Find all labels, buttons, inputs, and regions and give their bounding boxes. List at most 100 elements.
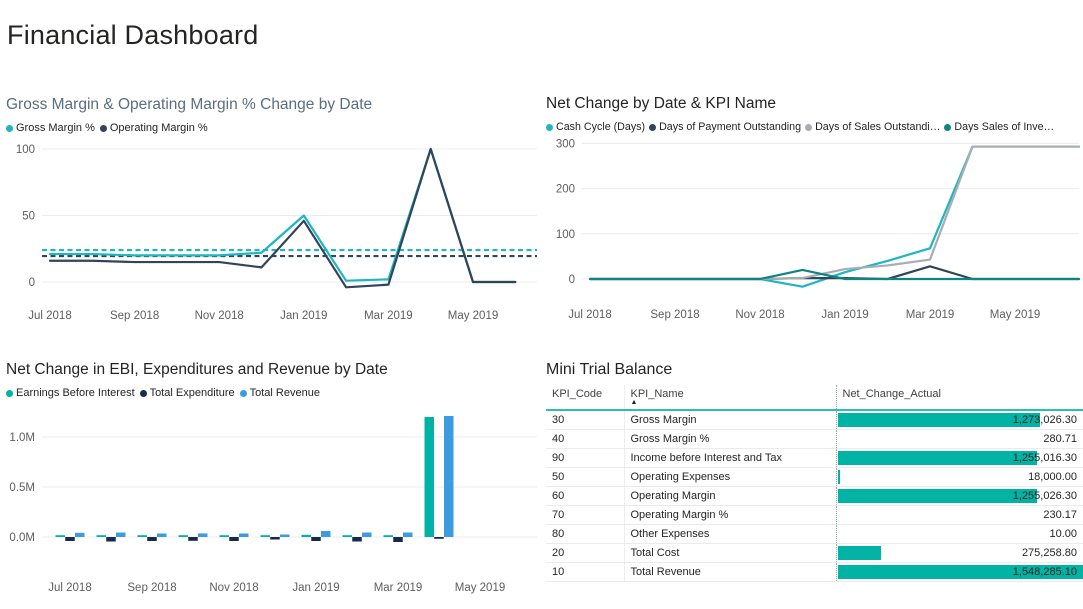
- data-bar: [837, 413, 1041, 427]
- bar-earnings-before-interest-7: [342, 535, 352, 537]
- cell-value-text: 18,000.00: [1028, 471, 1077, 483]
- y-tick: 50: [22, 211, 35, 223]
- legend-item-earnings-before-interest[interactable]: Earnings Before Interest: [6, 387, 135, 399]
- table-row[interactable]: 40 Gross Margin % 280.71: [546, 429, 1083, 449]
- margin-line-chart[interactable]: 0 50 100 Jul 2018 Sep 2018 Nov 2018 Jan 2019 Ma…: [6, 136, 541, 326]
- column-header-net-change-actual[interactable]: Net_Change_Actual: [835, 385, 1083, 410]
- data-bar: [837, 470, 841, 484]
- cell-kpi-name: Gross Margin: [623, 410, 836, 430]
- bar-total-expenditure-2: [147, 537, 157, 541]
- legend-dot: [805, 123, 813, 131]
- column-header-kpi-code[interactable]: KPI_Code: [546, 385, 624, 410]
- y-tick: 0: [569, 274, 575, 286]
- bar-total-revenue-7: [362, 532, 372, 537]
- trial-balance-table: KPI_Code KPI_Name ▲ Net_Change_Actual 30…: [546, 385, 1083, 582]
- legend-item-cash-cycle-days[interactable]: Cash Cycle (Days): [546, 121, 645, 133]
- series-bars-total-expenditure[interactable]: [65, 537, 444, 542]
- cell-value-text: 10.00: [1049, 528, 1077, 540]
- bar-total-expenditure-7: [352, 537, 362, 542]
- legend-item-total-expenditure[interactable]: Total Expenditure: [139, 387, 235, 399]
- series-line-days-sales-of-inve[interactable]: [588, 268, 1081, 281]
- gridlines: [42, 148, 537, 283]
- series-bars-total-revenue[interactable]: [75, 416, 454, 537]
- series-line-operating-margin[interactable]: [48, 147, 517, 289]
- table-row[interactable]: 70 Operating Margin % 230.17: [546, 505, 1083, 525]
- legend-item-days-of-sales-outstandi[interactable]: Days of Sales Outstandi…: [805, 121, 940, 133]
- bar-earnings-before-interest-3: [178, 535, 188, 537]
- legend-item-days-of-payment-outstanding[interactable]: Days of Payment Outstanding: [649, 121, 801, 133]
- legend-item-operating-margin[interactable]: Operating Margin %: [99, 122, 208, 134]
- legend-label: Operating Margin %: [109, 122, 208, 134]
- x-tick: Jan 2019: [280, 310, 327, 322]
- bar-total-expenditure-9: [434, 537, 444, 539]
- cell-net-change-actual: 280.71: [835, 429, 1083, 449]
- panel-ebi-bar-chart: Net Change in EBI, Expenditures and Reve…: [6, 361, 541, 599]
- bar-total-revenue-2: [157, 533, 167, 537]
- table-row[interactable]: 90 Income before Interest and Tax 1,255,01…: [546, 448, 1083, 468]
- legend-label: Cash Cycle (Days): [556, 121, 646, 133]
- table-row[interactable]: 80 Other Expenses 10.00: [546, 524, 1083, 544]
- legend-label: Days Sales of Inve…: [954, 121, 1055, 133]
- gridlines: [582, 142, 1079, 280]
- panel-margin-line-chart: Gross Margin & Operating Margin % Change…: [6, 96, 541, 326]
- cell-net-change-actual: 10.00: [835, 524, 1083, 544]
- bar-total-expenditure-6: [311, 537, 321, 541]
- bar-earnings-before-interest-0: [55, 535, 65, 537]
- y-tick: 100: [556, 229, 575, 241]
- bar-earnings-before-interest-4: [219, 535, 229, 537]
- cell-value-text: 275,258.80: [1021, 547, 1077, 559]
- x-tick: Mar 2019: [906, 309, 955, 321]
- table-row[interactable]: 10 Total Revenue 1,548,285.10: [546, 562, 1083, 582]
- table-row[interactable]: 50 Operating Expenses 18,000.00: [546, 467, 1083, 487]
- x-tick: Sep 2018: [650, 309, 699, 321]
- legend-item-gross-margin[interactable]: Gross Margin %: [6, 122, 95, 134]
- cell-value-text: 1,273,026.30: [1012, 414, 1077, 426]
- series-line-days-of-sales-outstandi[interactable]: [588, 145, 1081, 281]
- table-title: Mini Trial Balance: [546, 361, 673, 378]
- x-tick: Jan 2019: [821, 309, 868, 321]
- legend-dot: [546, 123, 553, 131]
- cell-net-change-actual: 230.17: [835, 505, 1083, 525]
- cell-kpi-name: Gross Margin %: [623, 429, 836, 449]
- x-tick: May 2019: [448, 310, 499, 322]
- table-row[interactable]: 30 Gross Margin 1,273,026.30: [546, 410, 1083, 430]
- cell-kpi-code: 30: [546, 410, 624, 430]
- column-header-label: KPI_Code: [552, 388, 603, 400]
- y-tick: 0: [29, 277, 35, 289]
- cell-value-text: 1,548,285.10: [1012, 566, 1077, 578]
- series-line-cash-cycle-days[interactable]: [588, 145, 1081, 288]
- x-tick: May 2019: [990, 309, 1041, 321]
- column-header-kpi-name[interactable]: KPI_Name ▲: [623, 385, 836, 410]
- legend-item-total-revenue[interactable]: Total Revenue: [239, 387, 320, 399]
- legend-dot: [6, 389, 13, 397]
- table-header-row: KPI_Code KPI_Name ▲ Net_Change_Actual: [546, 385, 1083, 410]
- cell-net-change-actual: 1,273,026.30: [835, 410, 1083, 430]
- x-tick: Mar 2019: [374, 582, 423, 594]
- cell-kpi-name: Total Revenue: [623, 562, 836, 582]
- kpi-line-chart[interactable]: 0 100 200 300 Jul 2018 Sep 2018 Nov 2018 Jan 20…: [546, 135, 1083, 325]
- legend-label: Total Revenue: [249, 387, 320, 399]
- data-bar: [837, 565, 1083, 579]
- chart-title-kpi-line: Net Change by Date & KPI Name: [546, 95, 777, 112]
- cell-kpi-code: 20: [546, 543, 624, 563]
- bar-total-revenue-9: [444, 416, 454, 537]
- table-row[interactable]: 20 Total Cost 275,258.80: [546, 543, 1083, 563]
- cell-kpi-name: Income before Interest and Tax: [623, 448, 836, 468]
- bar-total-expenditure-3: [188, 537, 198, 541]
- ebi-bar-chart[interactable]: 0.0M 0.5M 1.0M Jul 2018 Sep 2018 Nov 2018 Jan …: [6, 401, 541, 599]
- panel-trial-balance-table: Mini Trial Balance KPI_Code KPI_Name ▲ N…: [546, 361, 1083, 582]
- legend-label: Earnings Before Interest: [16, 387, 135, 399]
- x-tick: Jul 2018: [28, 310, 71, 322]
- bar-total-revenue-8: [403, 532, 413, 537]
- legend-item-days-sales-of-inve[interactable]: Days Sales of Inve…: [944, 121, 1054, 133]
- cell-net-change-actual: 18,000.00: [835, 467, 1083, 487]
- cell-kpi-name: Total Cost: [623, 543, 836, 563]
- bar-earnings-before-interest-2: [137, 535, 147, 537]
- x-tick: May 2019: [455, 582, 506, 594]
- cell-net-change-actual: 1,255,016.30: [835, 448, 1083, 468]
- bar-earnings-before-interest-8: [383, 535, 393, 537]
- table-row[interactable]: 60 Operating Margin 1,255,026.30: [546, 486, 1083, 506]
- data-bar: [837, 546, 882, 560]
- legend-label: Days of Sales Outstandi…: [815, 121, 941, 133]
- series-bars-earnings-before-interest[interactable]: [55, 417, 435, 537]
